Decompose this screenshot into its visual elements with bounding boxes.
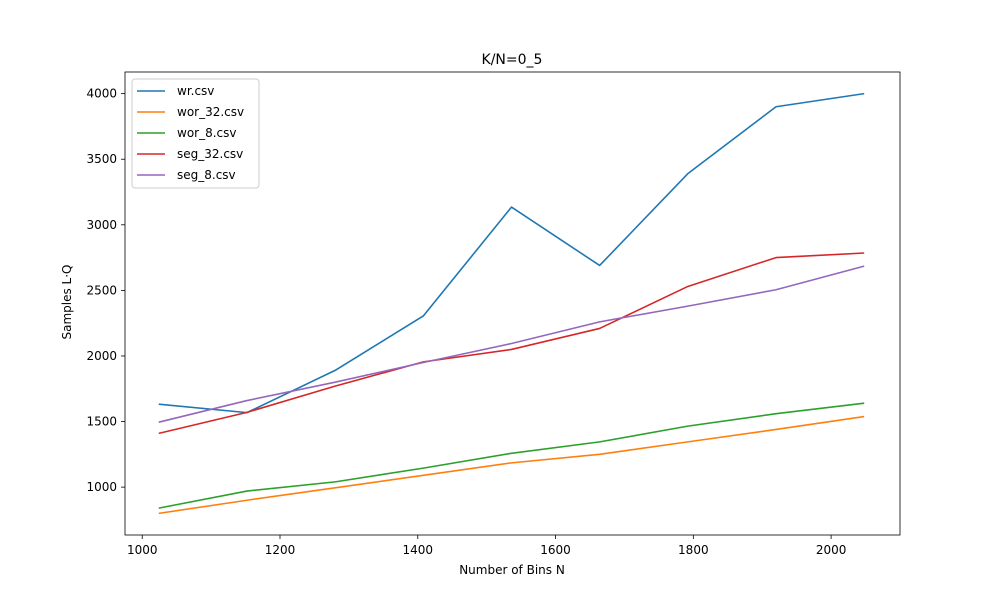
series-line-1 bbox=[158, 415, 865, 515]
series-line-4 bbox=[158, 265, 865, 423]
legend: wr.csv wor_32.csv wor_8.csv seg_32.csv seg_8… bbox=[131, 78, 260, 189]
y-tick-label-5: 3500 bbox=[86, 152, 117, 166]
y-tick-label-2: 2000 bbox=[86, 349, 117, 363]
axes-group: 1000 1200 1400 1600 1800 2000 1000 1500 2000 2500… bbox=[86, 71, 901, 557]
x-axis-label: Number of Bins N bbox=[459, 563, 565, 577]
legend-label-2: wor_8.csv bbox=[177, 126, 237, 140]
x-tick-label-0: 1000 bbox=[127, 543, 158, 557]
y-tick-label-6: 4000 bbox=[86, 87, 117, 101]
series-group bbox=[158, 92, 865, 515]
series-line-3 bbox=[158, 252, 865, 435]
y-tick-label-1: 1500 bbox=[86, 415, 117, 429]
y-tick-label-3: 2500 bbox=[86, 283, 117, 297]
x-tick-label-3: 1600 bbox=[540, 543, 571, 557]
plot-frame bbox=[124, 71, 901, 536]
series-line-0 bbox=[158, 92, 865, 414]
x-tick-label-2: 1400 bbox=[403, 543, 434, 557]
legend-box bbox=[131, 78, 260, 189]
x-tick-label-1: 1200 bbox=[265, 543, 296, 557]
chart-title: K/N=0_5 bbox=[482, 52, 543, 68]
legend-label-4: seg_8.csv bbox=[177, 168, 236, 182]
series-line-2 bbox=[158, 402, 865, 509]
y-axis-label: Samples L·Q bbox=[60, 264, 74, 339]
legend-label-0: wr.csv bbox=[177, 84, 214, 98]
x-tick-label-5: 2000 bbox=[816, 543, 847, 557]
y-tick-label-0: 1000 bbox=[86, 480, 117, 494]
y-tick-label-4: 3000 bbox=[86, 218, 117, 232]
legend-label-1: wor_32.csv bbox=[177, 105, 244, 119]
legend-label-3: seg_32.csv bbox=[177, 147, 243, 161]
x-tick-label-4: 1800 bbox=[678, 543, 709, 557]
